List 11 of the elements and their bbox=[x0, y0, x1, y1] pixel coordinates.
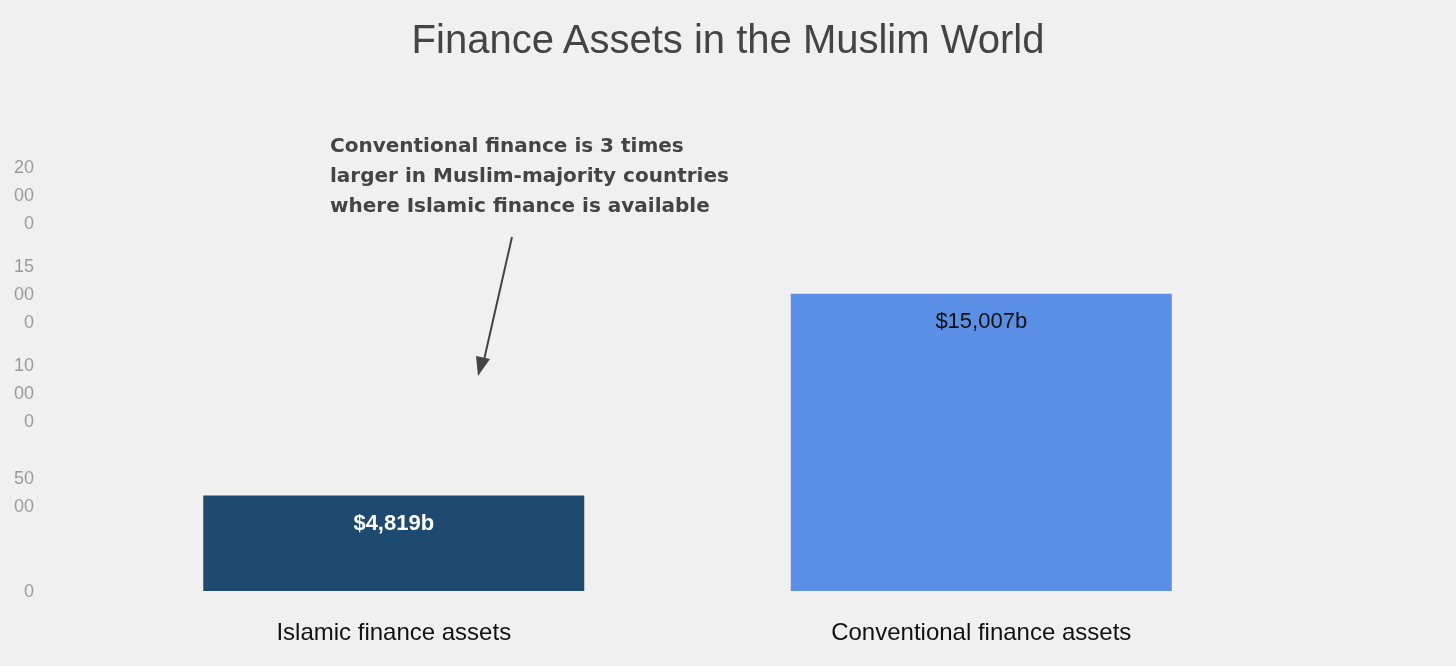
chart-title: Finance Assets in the Muslim World bbox=[411, 17, 1045, 61]
data-label: $15,007b bbox=[935, 308, 1028, 334]
y-tick-label: 0 bbox=[23, 581, 34, 601]
y-tick-label: 10 00 0 bbox=[13, 355, 34, 431]
annotation: Conventional finance is 3 times larger in Muslim-majority countries where Islamic finance is available bbox=[330, 133, 736, 217]
y-tick-label: 50 00 bbox=[13, 468, 34, 516]
y-tick-label: 15 00 0 bbox=[13, 256, 34, 332]
x-tick-label: Islamic finance assets bbox=[276, 617, 512, 645]
x-tick-label: Conventional finance assets bbox=[831, 617, 1132, 645]
y-tick-label: 20 00 0 bbox=[13, 157, 34, 233]
data-label: $4,819b bbox=[353, 510, 435, 536]
